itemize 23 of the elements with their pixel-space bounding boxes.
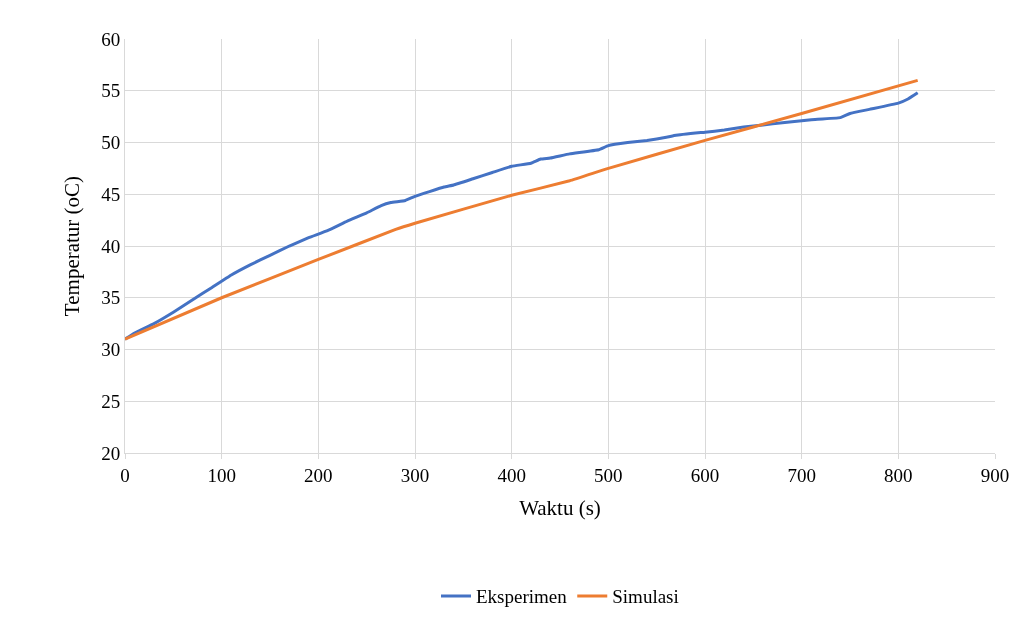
x-tick-label: 400 (497, 464, 526, 486)
x-tick-label: 700 (787, 464, 816, 486)
x-tick-label: 200 (304, 464, 333, 486)
legend-label: Simulasi (612, 586, 679, 608)
y-tick-label: 60 (101, 28, 121, 50)
x-tick-label: 800 (884, 464, 913, 486)
x-tick-label: 900 (980, 464, 1010, 486)
y-tick-label: 55 (101, 80, 121, 102)
x-tick-label: 500 (594, 464, 623, 486)
y-tick-label: 20 (101, 442, 121, 464)
x-tick-label: 100 (207, 464, 236, 486)
x-tick-label: 300 (400, 464, 430, 486)
y-axis-title: Temperatur (oC) (60, 175, 85, 317)
y-tick-label: 25 (101, 390, 121, 412)
y-tick-label: 45 (101, 183, 121, 205)
y-tick-label: 35 (101, 287, 121, 309)
x-tick-label: 0 (120, 464, 130, 486)
y-tick-label: 40 (101, 235, 121, 257)
y-tick-label: 30 (101, 339, 121, 361)
x-axis-title: Waktu (s) (519, 496, 601, 520)
legend-label: Eksperimen (476, 586, 568, 608)
y-tick-label: 50 (101, 132, 121, 154)
x-tick-label: 600 (690, 464, 720, 486)
